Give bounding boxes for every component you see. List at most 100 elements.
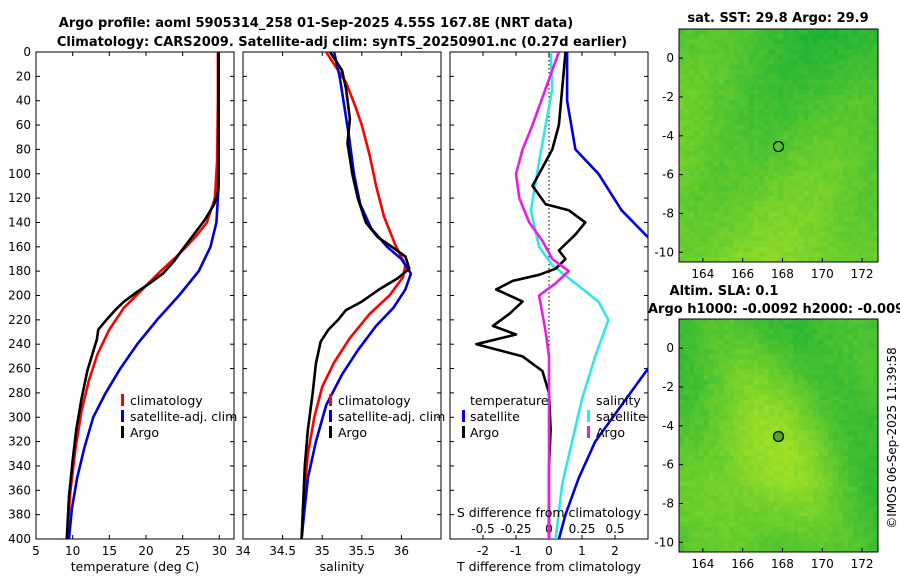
difference-lines bbox=[475, 52, 648, 539]
heatmap-cell bbox=[703, 175, 710, 182]
heatmap-cell bbox=[768, 450, 774, 457]
heatmap-cell bbox=[733, 54, 740, 60]
heatmap-cell bbox=[753, 435, 760, 441]
heatmap-cell bbox=[753, 79, 760, 86]
heatmap-cell bbox=[833, 410, 839, 416]
heatmap-cell bbox=[813, 246, 819, 253]
heatmap-cell bbox=[818, 344, 824, 350]
heatmap-cell bbox=[713, 165, 720, 172]
heatmap-cell bbox=[743, 180, 750, 187]
heatmap-cell bbox=[763, 516, 769, 523]
heatmap-cell bbox=[778, 531, 784, 538]
heatmap-cell bbox=[818, 165, 824, 172]
heatmap-cell bbox=[738, 74, 745, 81]
heatmap-cell bbox=[753, 256, 760, 262]
heatmap-cell bbox=[863, 89, 869, 96]
heatmap-cell bbox=[813, 359, 819, 365]
heatmap-cell bbox=[858, 501, 864, 507]
heatmap-cell bbox=[718, 226, 725, 233]
heatmap-cell bbox=[693, 186, 700, 192]
heatmap-cell bbox=[868, 344, 874, 350]
heatmap-cell bbox=[683, 394, 690, 401]
heatmap-cell bbox=[718, 465, 725, 472]
heatmap-cell bbox=[743, 506, 750, 512]
heatmap-cell bbox=[853, 319, 859, 325]
heatmap-cell bbox=[718, 120, 725, 126]
heatmap-cell bbox=[733, 170, 740, 177]
heatmap-cell bbox=[698, 491, 705, 497]
heatmap-cell bbox=[798, 364, 804, 371]
heatmap-cell bbox=[753, 246, 760, 253]
heatmap-cell bbox=[868, 521, 874, 528]
x-tick-label: 1 bbox=[578, 544, 586, 558]
heatmap-cell bbox=[813, 546, 819, 552]
heatmap-cell bbox=[853, 256, 859, 262]
heatmap-cell bbox=[683, 236, 690, 243]
heatmap-cell bbox=[773, 420, 779, 426]
heatmap-cell bbox=[843, 450, 849, 457]
heatmap-cell bbox=[688, 415, 695, 421]
heatmap-cell bbox=[828, 455, 834, 462]
heatmap-cell bbox=[798, 226, 804, 233]
heatmap-cell bbox=[833, 104, 839, 111]
heatmap-cell bbox=[798, 359, 804, 365]
heatmap-cell bbox=[823, 405, 829, 411]
heatmap-cell bbox=[818, 481, 824, 487]
heatmap-cell bbox=[773, 491, 779, 497]
heatmap-cell bbox=[863, 120, 869, 126]
heatmap-cell bbox=[793, 49, 799, 55]
heatmap-cell bbox=[858, 69, 864, 75]
heatmap-cell bbox=[748, 329, 755, 335]
heatmap-cell bbox=[743, 541, 750, 548]
heatmap-cell bbox=[778, 521, 784, 528]
heatmap-cell bbox=[763, 511, 769, 517]
heatmap-cell bbox=[733, 531, 740, 538]
heatmap-cell bbox=[773, 339, 779, 345]
heatmap-cell bbox=[768, 379, 774, 386]
heatmap-cell bbox=[858, 541, 864, 548]
heatmap-cell bbox=[743, 405, 750, 411]
heatmap-cell bbox=[798, 206, 804, 212]
heatmap-cell bbox=[828, 329, 834, 335]
heatmap-cell bbox=[738, 241, 745, 248]
heatmap-cell bbox=[823, 339, 829, 345]
heatmap-cell bbox=[733, 191, 740, 197]
heatmap-cell bbox=[848, 364, 854, 371]
heatmap-cell bbox=[868, 389, 874, 396]
heatmap-cell bbox=[743, 201, 750, 207]
heatmap-cell bbox=[853, 435, 859, 441]
heatmap-cell bbox=[783, 460, 789, 467]
heatmap-cell bbox=[703, 84, 710, 91]
heatmap-cell bbox=[773, 486, 779, 492]
heatmap-cell bbox=[868, 29, 874, 35]
heatmap-cell bbox=[679, 486, 685, 492]
heatmap-cell bbox=[813, 69, 819, 75]
heatmap-cell bbox=[853, 516, 859, 523]
heatmap-cell bbox=[713, 319, 720, 325]
heatmap-cell bbox=[778, 160, 784, 167]
heatmap-cell bbox=[758, 115, 764, 121]
heatmap-cell bbox=[718, 440, 725, 447]
heatmap-cell bbox=[773, 415, 779, 421]
heatmap-cell bbox=[693, 359, 700, 365]
heatmap-cell bbox=[733, 389, 740, 396]
heatmap-cell bbox=[848, 241, 854, 248]
heatmap-cell bbox=[738, 394, 745, 401]
heatmap-cell bbox=[713, 344, 720, 350]
heatmap-cell bbox=[748, 54, 755, 60]
heatmap-cell bbox=[748, 59, 755, 65]
heatmap-cell bbox=[793, 99, 799, 106]
heatmap-cell bbox=[758, 49, 764, 55]
heatmap-cell bbox=[723, 541, 730, 548]
heatmap-cell bbox=[683, 410, 690, 416]
heatmap-cell bbox=[808, 339, 814, 345]
heatmap-cell bbox=[773, 531, 779, 538]
heatmap-cell bbox=[853, 486, 859, 492]
heatmap-cell bbox=[818, 405, 824, 411]
heatmap-cell bbox=[833, 155, 839, 162]
heatmap-cell bbox=[853, 29, 859, 35]
heatmap-cell bbox=[783, 334, 789, 340]
heatmap-cell bbox=[733, 501, 740, 507]
heatmap-cell bbox=[703, 155, 710, 162]
heatmap-cell bbox=[718, 145, 725, 151]
